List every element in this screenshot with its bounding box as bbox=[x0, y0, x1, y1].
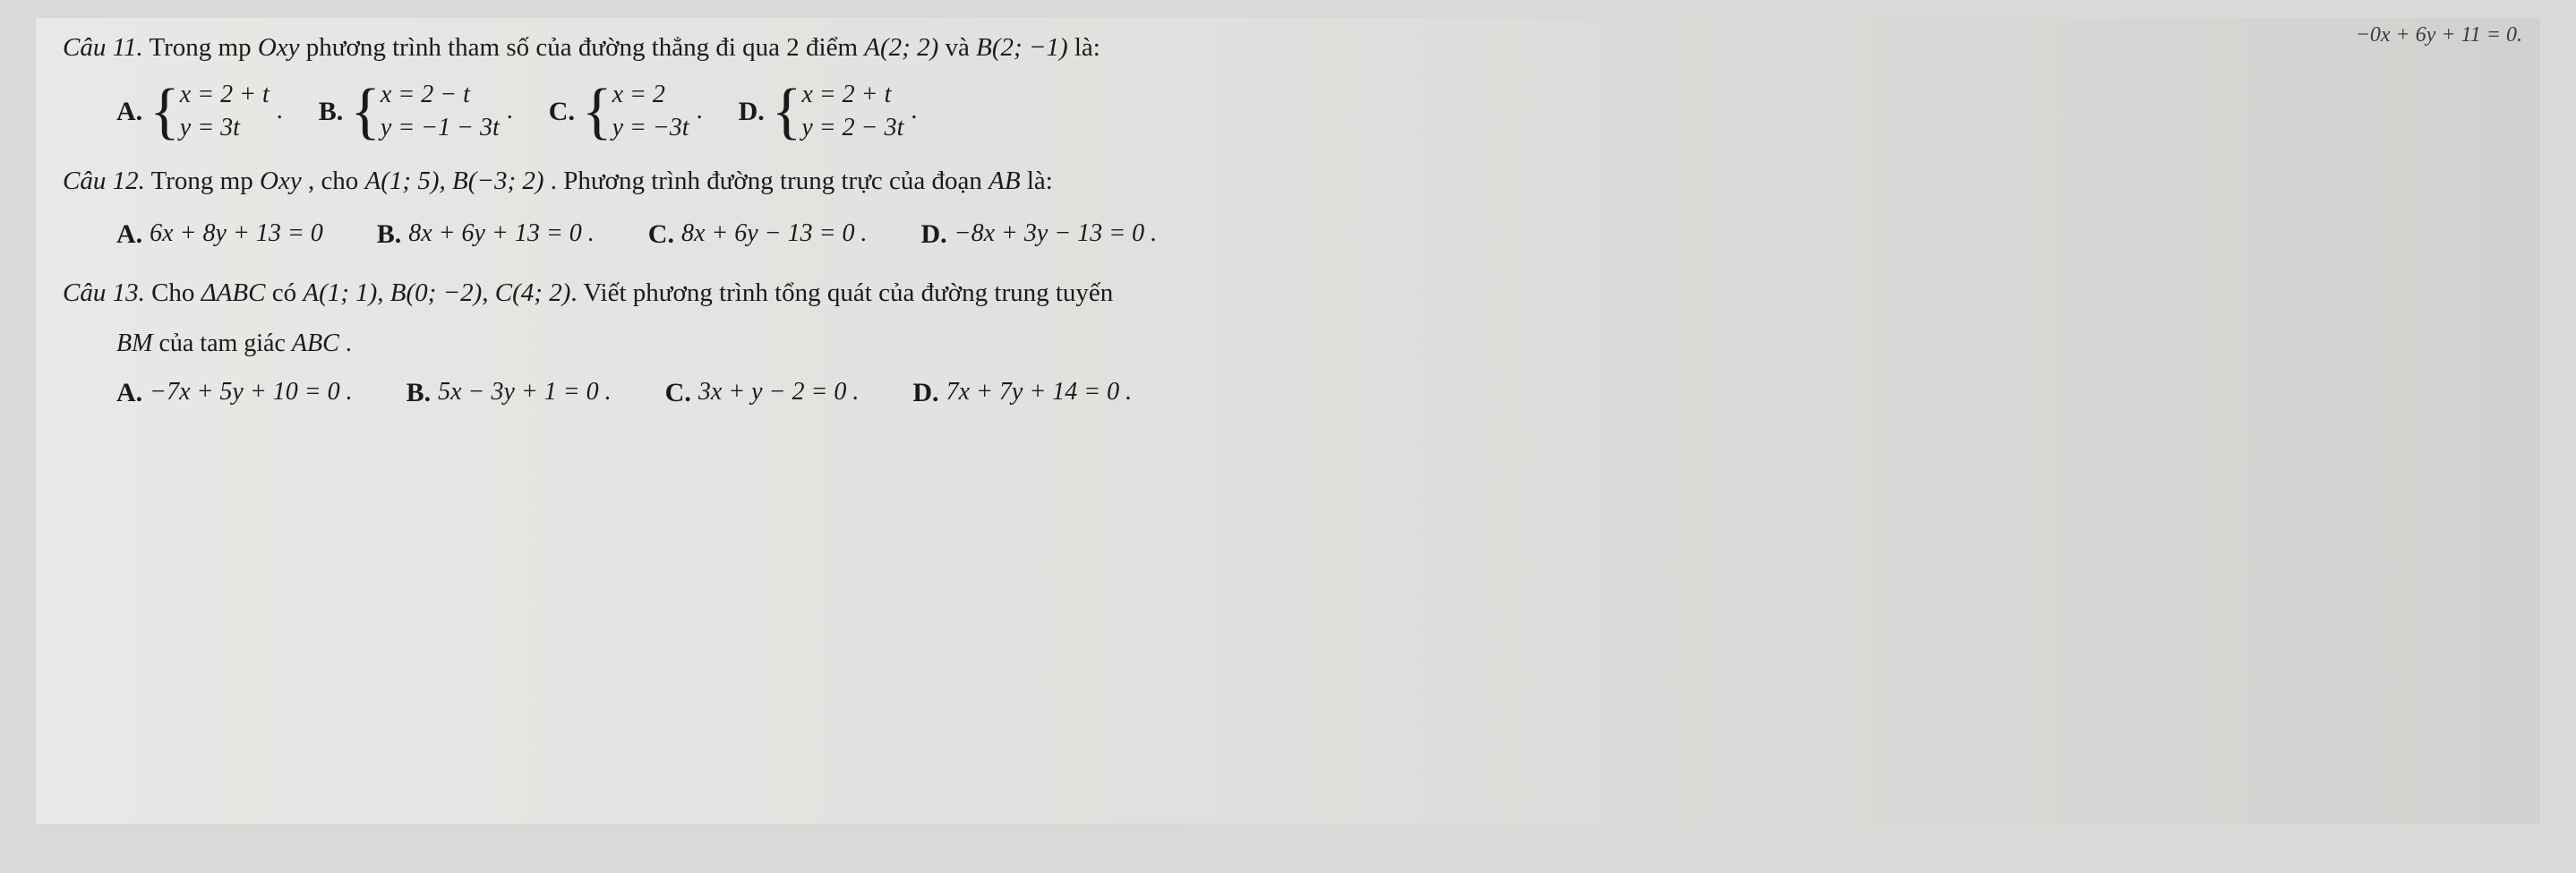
q12-oxy: Oxy bbox=[260, 167, 302, 195]
opt-label-A: A. bbox=[116, 213, 142, 256]
dot: . bbox=[507, 91, 513, 132]
brace-icon: { bbox=[582, 87, 612, 137]
q11-A-line2: y = 3t bbox=[180, 112, 270, 144]
q11-D-line1: x = 2 + t bbox=[801, 79, 903, 111]
q12-opt-C: C. 8x + 6y − 13 = 0 . bbox=[648, 213, 868, 256]
opt-label-C: C. bbox=[549, 90, 575, 133]
q11-pointA: A(2; 2) bbox=[864, 33, 938, 62]
opt-label-C: C. bbox=[665, 372, 691, 415]
q11-tail: là: bbox=[1068, 33, 1100, 62]
opt-label-B: B. bbox=[377, 213, 402, 256]
q13-B-expr: 5x − 3y + 1 = 0 . bbox=[438, 372, 612, 413]
q12-A-expr: 6x + 8y + 13 = 0 bbox=[150, 214, 323, 254]
brace-icon: { bbox=[772, 87, 802, 137]
q13-text-b: có bbox=[265, 278, 303, 307]
q13-stem: Câu 13. Cho ΔABC có A(1; 1), B(0; −2), C… bbox=[63, 272, 2513, 313]
q13-D-expr: 7x + 7y + 14 = 0 . bbox=[946, 372, 1133, 413]
question-11: Câu 11. Trong mp Oxy phương trình tham s… bbox=[63, 27, 2513, 144]
q11-opt-A: A. { x = 2 + t y = 3t . bbox=[116, 79, 283, 144]
q13-A-expr: −7x + 5y + 10 = 0 . bbox=[150, 372, 352, 413]
question-12: Câu 12. Trong mp Oxy , cho A(1; 5), B(−3… bbox=[63, 160, 2513, 255]
opt-label-A: A. bbox=[116, 372, 142, 415]
q11-text-b: phương trình tham số của đường thẳng đi … bbox=[300, 33, 865, 62]
q11-opt-C: C. { x = 2 y = −3t . bbox=[549, 79, 703, 144]
q11-opt-B: B. { x = 2 − t y = −1 − 3t . bbox=[319, 79, 513, 144]
q13-opt-A: A. −7x + 5y + 10 = 0 . bbox=[116, 372, 353, 415]
exam-page: −0x + 6y + 11 = 0. Câu 11. Trong mp Oxy … bbox=[36, 18, 2540, 824]
brace-icon: { bbox=[350, 87, 381, 137]
dot: . bbox=[697, 91, 703, 132]
brace-icon: { bbox=[150, 87, 180, 137]
opt-label-B: B. bbox=[319, 90, 344, 133]
q11-B-line1: x = 2 − t bbox=[381, 79, 500, 111]
q12-opt-D: D. −8x + 3y − 13 = 0 . bbox=[921, 213, 1158, 256]
opt-label-D: D. bbox=[739, 90, 765, 133]
q11-opt-D: D. { x = 2 + t y = 2 − 3t . bbox=[739, 79, 918, 144]
q12-B-expr: 8x + 6y + 13 = 0 . bbox=[408, 214, 595, 254]
q12-opt-A: A. 6x + 8y + 13 = 0 bbox=[116, 213, 323, 256]
q13-label: Câu 13. bbox=[63, 278, 145, 307]
q11-stem: Câu 11. Trong mp Oxy phương trình tham s… bbox=[63, 27, 2513, 68]
q12-D-expr: −8x + 3y − 13 = 0 . bbox=[954, 214, 1157, 254]
q13-line2: BM của tam giác ABC . bbox=[63, 324, 2513, 364]
q12-seg: AB bbox=[988, 167, 1020, 195]
q12-pts: A(1; 5), B(−3; 2) bbox=[365, 167, 544, 195]
q13-opt-B: B. 5x − 3y + 1 = 0 . bbox=[407, 372, 612, 415]
opt-label-A: A. bbox=[116, 90, 142, 133]
q11-D-line2: y = 2 − 3t bbox=[801, 112, 903, 144]
q11-B-line2: y = −1 − 3t bbox=[381, 112, 500, 144]
q13-opt-D: D. 7x + 7y + 14 = 0 . bbox=[912, 372, 1132, 415]
q13-line2-d: . bbox=[339, 330, 352, 357]
q12-stem: Câu 12. Trong mp Oxy , cho A(1; 5), B(−3… bbox=[63, 160, 2513, 201]
q11-and: và bbox=[938, 33, 976, 62]
q12-options: A. 6x + 8y + 13 = 0 B. 8x + 6y + 13 = 0 … bbox=[63, 213, 2513, 256]
q13-C-expr: 3x + y − 2 = 0 . bbox=[698, 372, 860, 413]
opt-label-C: C. bbox=[648, 213, 674, 256]
q12-opt-B: B. 8x + 6y + 13 = 0 . bbox=[377, 213, 595, 256]
q11-pointB: B(2; −1) bbox=[976, 33, 1068, 62]
q11-C-line1: x = 2 bbox=[612, 79, 689, 111]
opt-label-B: B. bbox=[407, 372, 432, 415]
q12-tail: là: bbox=[1021, 167, 1053, 195]
q13-line2-b: của tam giác bbox=[152, 330, 291, 357]
q13-text-a: Cho bbox=[151, 278, 201, 307]
q12-text-b: , cho bbox=[302, 167, 365, 195]
q11-label: Câu 11. bbox=[63, 33, 143, 62]
q12-label: Câu 12. bbox=[63, 167, 145, 195]
q13-pts: A(1; 1), B(0; −2), C(4; 2) bbox=[303, 278, 570, 307]
q13-text-c: . Viết phương trình tổng quát của đường … bbox=[570, 278, 1113, 307]
q12-text-a: Trong mp bbox=[151, 167, 260, 195]
q13-BM: BM bbox=[116, 330, 152, 357]
dot: . bbox=[277, 91, 283, 132]
q11-oxy: Oxy bbox=[258, 33, 300, 62]
q11-text-a: Trong mp bbox=[149, 33, 257, 62]
top-corner-fragment: −0x + 6y + 11 = 0. bbox=[2356, 18, 2522, 52]
q11-C-line2: y = −3t bbox=[612, 112, 689, 144]
q13-tri: ΔABC bbox=[201, 278, 266, 307]
dot: . bbox=[911, 91, 917, 132]
opt-label-D: D. bbox=[921, 213, 947, 256]
q13-ABC: ABC bbox=[292, 330, 339, 357]
opt-label-D: D. bbox=[912, 372, 938, 415]
question-13: Câu 13. Cho ΔABC có A(1; 1), B(0; −2), C… bbox=[63, 272, 2513, 415]
q11-options: A. { x = 2 + t y = 3t . B. { x = 2 − t y… bbox=[63, 79, 2513, 144]
q11-A-line1: x = 2 + t bbox=[180, 79, 270, 111]
q12-text-c: . Phương trình đường trung trực của đoạn bbox=[544, 167, 989, 195]
q13-opt-C: C. 3x + y − 2 = 0 . bbox=[665, 372, 860, 415]
q12-C-expr: 8x + 6y − 13 = 0 . bbox=[681, 214, 868, 254]
q13-options: A. −7x + 5y + 10 = 0 . B. 5x − 3y + 1 = … bbox=[63, 372, 2513, 415]
